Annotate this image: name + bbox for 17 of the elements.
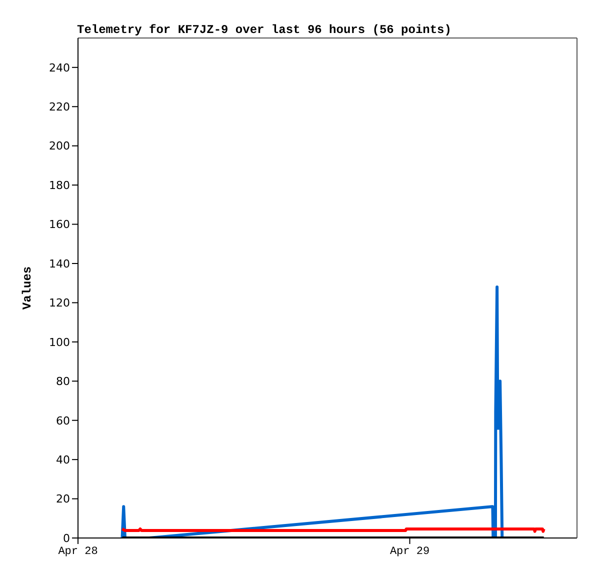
x-tick-label: Apr 29 xyxy=(390,546,430,558)
y-tick-label: 60 xyxy=(56,414,70,428)
y-tick-label: 80 xyxy=(56,375,70,388)
y-tick-label: 20 xyxy=(56,492,70,506)
x-tick-label: Apr 28 xyxy=(58,546,98,558)
chart-title: Telemetry for KF7JZ-9 over last 96 hours (56 points) xyxy=(77,23,452,37)
y-tick-label: 100 xyxy=(49,336,70,349)
y-tick-label: 140 xyxy=(49,257,70,270)
y-tick-label: 40 xyxy=(56,453,70,466)
y-tick-label: 160 xyxy=(49,218,70,232)
y-tick-label: 220 xyxy=(49,100,70,114)
y-tick-label: 0 xyxy=(63,532,70,545)
y-tick-label: 200 xyxy=(49,140,70,153)
y-tick-label: 120 xyxy=(49,296,70,310)
y-tick-label: 180 xyxy=(49,178,70,192)
y-axis-title: Values xyxy=(20,266,34,310)
y-tick-label: 240 xyxy=(49,61,70,74)
